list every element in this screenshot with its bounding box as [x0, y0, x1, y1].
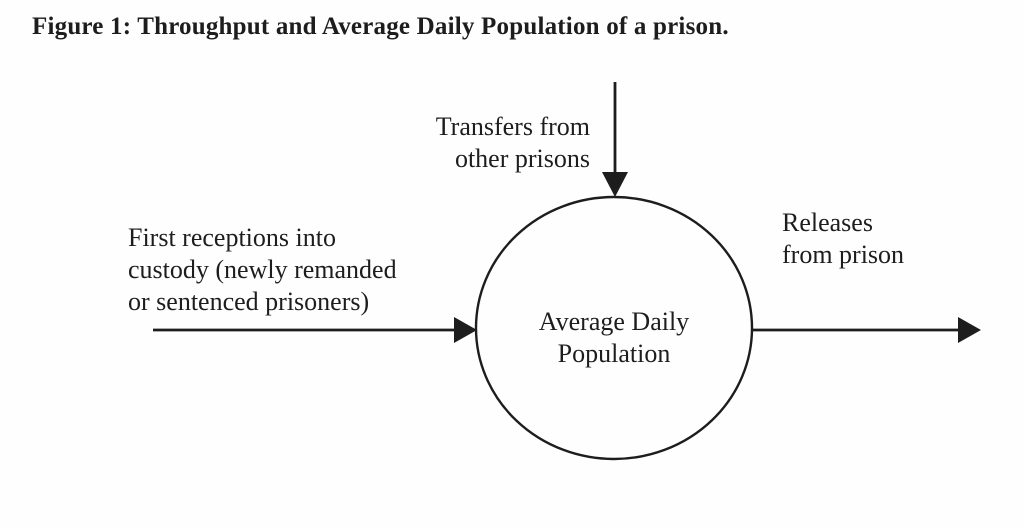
transfers-label-line-1: Transfers from: [435, 112, 590, 141]
population-node-label-line-2: Population: [557, 339, 671, 368]
releases-label-line-2: from prison: [782, 240, 905, 269]
receptions-label-line-2: custody (newly remanded: [128, 255, 397, 284]
figure-title: Figure 1: Throughput and Average Daily P…: [32, 13, 729, 40]
receptions-label: First receptions into custody (newly rem…: [128, 222, 397, 318]
releases-label-line-1: Releases: [782, 208, 873, 237]
population-node-circle: [474, 195, 754, 461]
releases-label: Releases from prison: [782, 207, 904, 271]
transfers-label: Transfers from other prisons: [390, 111, 590, 175]
population-node-label-line-1: Average Daily: [538, 307, 690, 336]
receptions-label-line-3: or sentenced prisoners): [128, 287, 370, 316]
transfers-arrowhead-icon: [602, 172, 628, 197]
receptions-arrowhead-icon: [454, 317, 477, 343]
releases-arrowhead-icon: [958, 317, 981, 343]
receptions-label-line-1: First receptions into: [128, 223, 336, 252]
transfers-label-line-2: other prisons: [454, 144, 590, 173]
population-node-label: Average Daily Population: [464, 306, 764, 370]
